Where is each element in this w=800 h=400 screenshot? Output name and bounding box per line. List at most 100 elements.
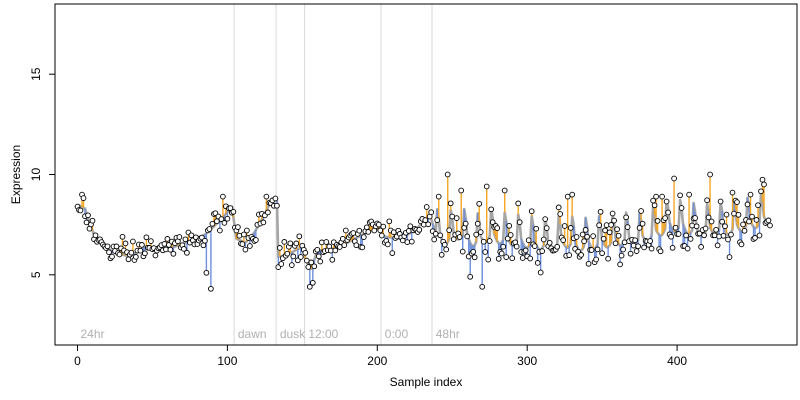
data-point — [386, 218, 393, 225]
data-point — [677, 192, 683, 199]
data-point — [590, 233, 596, 239]
data-point — [614, 226, 620, 233]
data-point — [620, 246, 626, 253]
data-point — [618, 252, 625, 259]
data-point — [599, 250, 605, 257]
data-point — [224, 215, 231, 222]
data-point — [422, 217, 429, 223]
data-point — [278, 261, 285, 267]
data-point — [734, 199, 740, 205]
data-point — [453, 215, 460, 221]
data-point — [236, 232, 243, 239]
x-tick-label: 200 — [367, 354, 387, 368]
data-point — [648, 245, 655, 252]
data-point — [639, 220, 646, 227]
data-point — [130, 238, 136, 245]
data-point — [683, 232, 689, 239]
data-point — [274, 202, 280, 209]
data-point — [293, 240, 300, 247]
segment-label: 12:00 — [308, 327, 338, 341]
data-point — [753, 217, 760, 223]
data-point — [582, 227, 589, 233]
data-point — [636, 225, 643, 231]
data-point — [302, 249, 309, 256]
data-point — [208, 285, 214, 292]
data-point — [506, 222, 513, 229]
data-point — [287, 240, 294, 247]
data-point — [148, 238, 154, 244]
data-point — [606, 229, 613, 236]
data-point — [314, 246, 321, 253]
data-point — [456, 234, 463, 240]
data-point — [546, 239, 553, 246]
data-point — [296, 233, 303, 240]
data-point — [202, 237, 208, 244]
data-point — [332, 247, 339, 254]
data-point — [416, 226, 423, 233]
data-point — [341, 242, 348, 248]
data-point — [164, 236, 171, 242]
data-point — [235, 224, 241, 230]
data-point — [311, 263, 318, 270]
data-point — [356, 227, 363, 234]
data-point — [588, 247, 595, 253]
data-point — [594, 246, 601, 253]
data-point — [479, 283, 486, 290]
data-point — [542, 216, 549, 222]
data-point — [641, 244, 647, 251]
data-point — [242, 246, 249, 253]
x-tick-label: 300 — [517, 354, 537, 368]
data-point — [389, 250, 396, 256]
data-point — [612, 240, 619, 247]
data-point — [239, 241, 246, 247]
data-point — [713, 226, 719, 233]
data-point — [309, 279, 316, 286]
data-point — [290, 253, 297, 260]
data-point — [116, 251, 123, 258]
data-point — [106, 249, 112, 256]
data-point — [133, 254, 139, 260]
data-point — [611, 217, 617, 224]
data-point — [244, 227, 250, 234]
data-point — [360, 234, 367, 240]
data-point — [80, 195, 87, 201]
data-point — [534, 260, 541, 266]
data-point — [441, 241, 448, 248]
segment-labels: 24hr dawn dusk 12:00 0:00 48hr — [80, 327, 459, 341]
data-point — [206, 226, 213, 232]
x-tick-label: 400 — [667, 354, 687, 368]
data-point — [569, 191, 576, 198]
data-point — [714, 242, 721, 249]
data-point — [579, 231, 586, 238]
data-point — [305, 264, 312, 270]
data-point — [758, 188, 764, 195]
data-point — [531, 243, 538, 249]
data-point — [494, 225, 501, 231]
data-point — [470, 248, 477, 255]
data-point — [621, 239, 628, 246]
x-tick-label: 0 — [74, 354, 81, 368]
data-point — [375, 221, 382, 228]
data-point — [425, 221, 432, 228]
data-point — [668, 233, 674, 240]
data-point — [698, 244, 704, 250]
data-point — [467, 273, 474, 280]
data-point — [708, 218, 715, 225]
data-point — [729, 189, 736, 196]
data-point — [209, 220, 216, 227]
y-axis-label: Expression — [9, 145, 23, 204]
data-point — [596, 222, 602, 229]
data-point — [407, 223, 414, 230]
data-point — [597, 208, 604, 215]
data-point — [635, 243, 641, 250]
data-point — [329, 256, 336, 263]
data-point — [181, 246, 187, 252]
data-point — [143, 234, 150, 241]
data-point — [359, 244, 366, 251]
data-point — [702, 225, 709, 232]
data-point — [464, 233, 471, 240]
data-point — [474, 220, 481, 227]
data-point — [404, 239, 411, 245]
data-point — [686, 191, 692, 198]
data-point — [276, 245, 283, 251]
